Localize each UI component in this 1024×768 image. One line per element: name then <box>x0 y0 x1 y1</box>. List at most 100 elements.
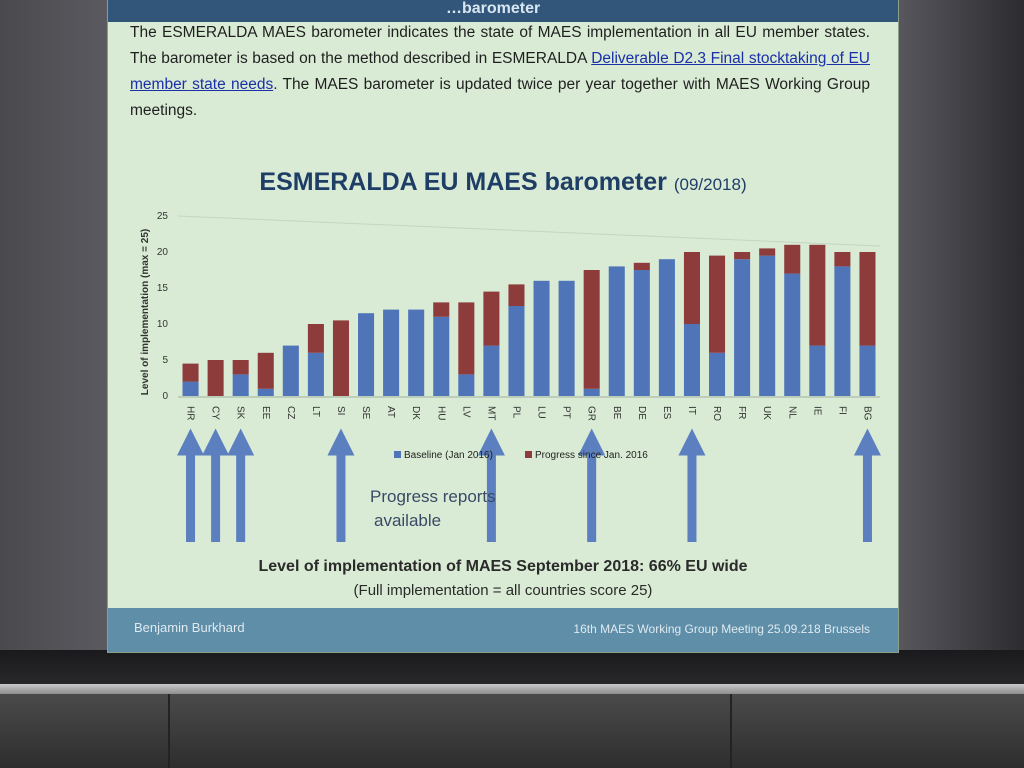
bar-progress-cy <box>207 360 224 396</box>
footer-meeting: 16th MAES Working Group Meeting 25.09.21… <box>573 622 870 636</box>
slide-header-title: …barometer <box>446 0 541 17</box>
screen-frame <box>0 650 1024 690</box>
bar-baseline-cz <box>282 345 299 396</box>
bar-progress-sk <box>232 360 249 375</box>
x-tick-label: ES <box>661 406 672 420</box>
bar-baseline-be <box>608 266 625 396</box>
y-tick-label: 5 <box>162 355 168 366</box>
bar-progress-ie <box>809 244 826 346</box>
intro-paragraph: The ESMERALDA MAES barometer indicates t… <box>130 20 870 124</box>
chart-title-main: ESMERALDA EU MAES barometer <box>259 168 667 196</box>
bar-progress-pl <box>508 284 525 306</box>
bar-progress-lv <box>458 302 475 375</box>
x-tick-label: LV <box>460 406 471 418</box>
bar-baseline-lv <box>458 374 475 396</box>
bar-baseline-ie <box>809 345 826 396</box>
implementation-summary: Level of implementation of MAES Septembe… <box>258 558 748 575</box>
bar-baseline-at <box>383 309 400 396</box>
bar-progress-gr <box>583 270 600 389</box>
screen-edge <box>0 684 1024 694</box>
bar-baseline-bg <box>859 345 876 396</box>
intro-text-1: The ESMERALDA MAES barometer indicates t… <box>130 24 870 67</box>
x-tick-label: RO <box>711 406 722 421</box>
y-tick-label: 0 <box>162 391 168 402</box>
floor <box>0 694 1024 768</box>
y-tick-label: 10 <box>157 319 169 330</box>
legend-swatch-baseline <box>394 451 401 458</box>
barometer-chart: Level of implementation (max = 25) 0 5 10 15… <box>108 196 898 556</box>
bar-baseline-ro <box>709 352 726 396</box>
legend-label-progress: Progress since Jan. 2016 <box>535 450 648 461</box>
legend-swatch-progress <box>525 451 532 458</box>
x-tick-label: SI <box>335 406 346 415</box>
bar-progress-fr <box>734 252 751 260</box>
intro-text-2: . The MAES barometer is updated twice pe… <box>130 76 870 119</box>
bar-progress-de <box>633 262 650 270</box>
x-tick-label: LU <box>536 406 547 419</box>
bar-progress-fi <box>834 252 851 267</box>
bar-baseline-nl <box>784 273 801 396</box>
progress-callout-line2: available <box>374 511 441 530</box>
x-tick-label: CZ <box>285 406 296 419</box>
wall-left <box>0 0 110 660</box>
bar-baseline-lt <box>307 352 324 396</box>
x-tick-label: FR <box>736 406 747 419</box>
x-tick-label: HU <box>435 406 446 420</box>
slide-footer: Benjamin Burkhard 16th MAES Working Grou… <box>108 608 898 652</box>
top-gridline <box>177 215 881 247</box>
bar-baseline-dk <box>408 309 425 396</box>
bar-baseline-it <box>683 324 700 396</box>
bar-progress-si <box>332 320 349 396</box>
bar-baseline-fi <box>834 266 851 396</box>
bar-progress-ee <box>257 352 274 389</box>
progress-callout-line1: Progress reports <box>370 487 496 506</box>
x-tick-label: BG <box>861 406 872 421</box>
bar-baseline-es <box>658 259 675 396</box>
bar-baseline-pl <box>508 306 525 396</box>
bar-progress-uk <box>759 248 776 256</box>
bar-progress-mt <box>483 291 500 346</box>
bar-progress-ro <box>709 255 726 353</box>
implementation-footnote: (Full implementation = all countries sco… <box>353 582 653 599</box>
bar-baseline-de <box>633 270 650 396</box>
chart-title: ESMERALDA EU MAES barometer (09/2018) <box>108 168 898 197</box>
bar-baseline-se <box>358 313 375 396</box>
wall-right <box>884 0 1024 660</box>
bar-baseline-gr <box>583 388 600 396</box>
x-tick-label: NL <box>786 406 797 419</box>
bar-progress-hu <box>433 302 450 317</box>
legend-label-baseline: Baseline (Jan 2016) <box>404 450 493 461</box>
bar-baseline-fr <box>734 259 751 396</box>
x-tick-label: MT <box>485 406 496 420</box>
x-tick-label: IE <box>811 406 822 416</box>
y-tick-label: 20 <box>157 247 169 258</box>
floor-seam <box>730 694 732 768</box>
y-axis-label: Level of implementation (max = 25) <box>140 229 151 395</box>
slide-header: …barometer <box>108 0 898 22</box>
bar-baseline-pt <box>558 280 575 396</box>
x-tick-label: PL <box>510 406 521 419</box>
x-tick-label: BE <box>611 406 622 420</box>
bar-baseline-mt <box>483 345 500 396</box>
x-tick-label: DK <box>410 406 421 420</box>
bar-progress-it <box>683 252 700 324</box>
bar-baseline-uk <box>759 255 776 396</box>
x-tick-label: EE <box>260 406 271 420</box>
x-tick-label: HR <box>185 406 196 420</box>
x-tick-label: LT <box>310 406 321 417</box>
deliverable-link[interactable]: Deliverable D2.3 Final stocktaking of EU… <box>130 50 871 93</box>
x-tick-label: DE <box>636 406 647 420</box>
x-tick-label: IT <box>686 406 697 415</box>
x-tick-label: SK <box>235 406 246 420</box>
bar-baseline-hu <box>433 316 450 396</box>
x-tick-label: GR <box>586 406 597 421</box>
y-tick-label: 15 <box>157 283 169 294</box>
presentation-slide: …barometer The ESMERALDA MAES barometer … <box>108 0 898 652</box>
barometer-chart-svg: Level of implementation (max = 25) 0 5 10 15… <box>140 211 881 542</box>
bar-baseline-ee <box>257 388 274 396</box>
bar-progress-lt <box>307 324 324 353</box>
x-tick-label: SE <box>360 406 371 420</box>
x-tick-label: UK <box>761 406 772 420</box>
footer-author: Benjamin Burkhard <box>134 620 245 635</box>
x-tick-label: FI <box>836 406 847 415</box>
